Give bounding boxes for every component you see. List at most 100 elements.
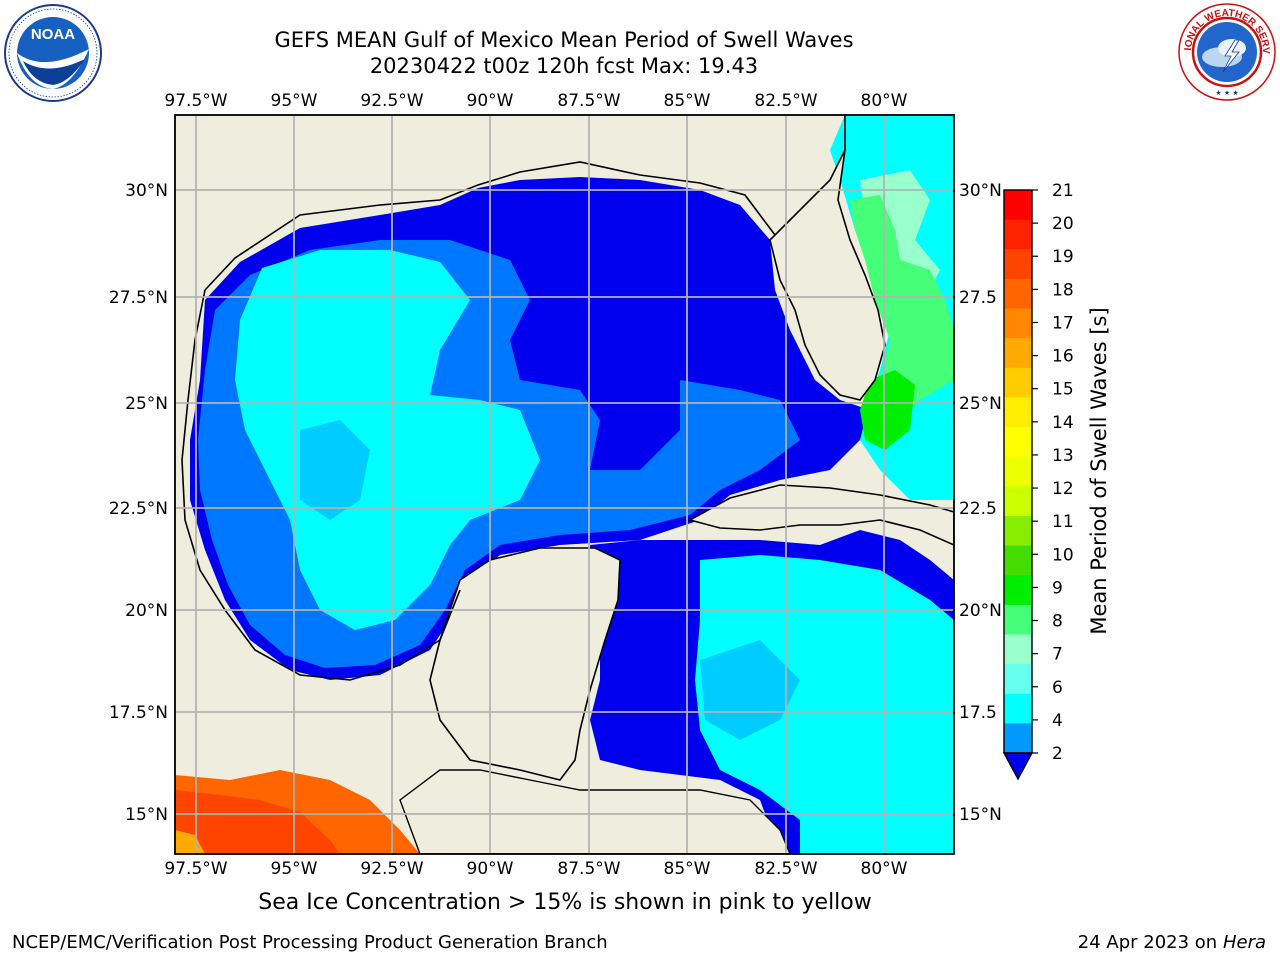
map-frame	[174, 114, 955, 855]
atlantic-green	[850, 195, 954, 440]
colorbar-swatch	[1004, 515, 1032, 547]
noaa-logo-text: NOAA	[31, 26, 75, 43]
lon-label-top: 90°W	[467, 91, 514, 111]
ice-note: Sea Ice Concentration > 15% is shown in …	[258, 890, 872, 915]
lat-label-right: 27.5	[959, 288, 997, 308]
nws-logo: NATIONAL WEATHER SERVICE ★ ★ ★	[1177, 2, 1276, 101]
colorbar-frame	[1003, 189, 1033, 754]
colorbar-tick-label: 6	[1052, 678, 1063, 698]
colorbar-tick-label: 19	[1052, 247, 1074, 267]
colorbar-swatch	[1004, 723, 1032, 754]
colorbar-swatch	[1004, 575, 1032, 606]
colorbar-tick-label: 13	[1052, 446, 1074, 466]
yucatan-land	[429, 547, 621, 781]
colorbar-swatch	[1004, 367, 1032, 398]
lon-label-top: 87.5°W	[557, 91, 620, 111]
colorbar-tick-label: 11	[1052, 512, 1074, 532]
lat-label-left: 17.5°N	[109, 703, 168, 723]
cuba-land	[687, 484, 954, 546]
colorbar-swatch	[1004, 278, 1032, 310]
colorbar-swatch	[1004, 427, 1032, 458]
lat-label-right: 20°N	[959, 601, 1002, 621]
colorbar-label: Mean Period of Swell Waves [s]	[1087, 307, 1111, 634]
lon-label-bottom: 87.5°W	[557, 859, 620, 879]
colorbar-tick-label: 20	[1052, 214, 1074, 234]
lon-label-top: 95°W	[271, 91, 318, 111]
florida-land	[769, 115, 886, 401]
footer-date: 24 Apr 2023 on Hera	[1078, 932, 1266, 953]
caribbean-cyan	[695, 555, 954, 854]
colorbar-tick-label: 7	[1052, 645, 1063, 665]
colorbar-tick-label: 8	[1052, 612, 1063, 632]
lon-label-top: 82.5°W	[754, 91, 817, 111]
colorbar-tick-label: 21	[1052, 181, 1074, 201]
chart-title: GEFS MEAN Gulf of Mexico Mean Period of …	[274, 28, 854, 52]
footer-date-text: 24 Apr 2023 on	[1077, 932, 1218, 953]
colorbar-swatch	[1004, 219, 1032, 250]
colorbar-tick-label: 9	[1052, 578, 1063, 598]
lon-label-top: 92.5°W	[360, 91, 423, 111]
lon-label-bottom: 92.5°W	[360, 859, 423, 879]
atlantic-bright-green	[860, 370, 915, 450]
lat-label-right: 15°N	[959, 805, 1002, 825]
lon-label-bottom: 82.5°W	[754, 859, 817, 879]
footer-host: Hera	[1222, 932, 1266, 953]
lat-label-right: 25°N	[959, 394, 1002, 414]
colorbar-swatch	[1004, 604, 1032, 635]
lat-label-left: 30°N	[125, 181, 168, 201]
colorbar-swatch	[1004, 486, 1032, 517]
colorbar-swatch	[1004, 397, 1032, 428]
colorbar-swatch	[1004, 634, 1032, 665]
lat-label-left: 22.5°N	[109, 499, 168, 519]
lat-labels-left: 30°N 27.5°N 25°N 22.5°N 20°N 17.5°N 15°N	[109, 181, 168, 825]
colorbar-tick-label: 17	[1052, 313, 1074, 333]
colorbar-tick-label: 15	[1052, 380, 1074, 400]
lon-label-bottom: 85°W	[664, 859, 711, 879]
central-america-land	[399, 769, 791, 854]
lon-labels-bottom: 97.5°W 95°W 92.5°W 90°W 87.5°W 85°W 82.5…	[164, 859, 907, 879]
colorbar-tick-label: 12	[1052, 479, 1074, 499]
colorbar: 21 20 19 18 17 16 15 14 13 12 11 10 9 8 7 6 4 2	[1002, 181, 1074, 781]
lon-label-bottom: 80°W	[861, 859, 908, 879]
colorbar-tick-label: 2	[1052, 744, 1063, 764]
colorbar-swatch	[1004, 338, 1032, 369]
lon-label-bottom: 95°W	[271, 859, 318, 879]
colorbar-tick-label: 16	[1052, 347, 1074, 367]
colorbar-swatch	[1004, 693, 1032, 724]
map-area	[175, 115, 954, 854]
footer-credit: NCEP/EMC/Verification Post Processing Pr…	[12, 932, 608, 953]
lat-label-left: 20°N	[125, 601, 168, 621]
lat-label-left: 27.5°N	[109, 288, 168, 308]
chart-subtitle: 20230422 t00z 120h fcst Max: 19.43	[369, 54, 759, 78]
pacific-red	[175, 790, 340, 854]
colorbar-tick-label: 10	[1052, 545, 1074, 565]
lat-label-right: 30°N	[959, 181, 1002, 201]
lat-labels-right: 30°N 27.5 25°N 22.5 20°N 17.5 15°N	[959, 181, 1002, 825]
lon-label-top: 80°W	[861, 91, 908, 111]
colorbar-tick-label: 4	[1052, 711, 1063, 731]
svg-text:★ ★ ★: ★ ★ ★	[1215, 89, 1238, 97]
colorbar-extension	[1002, 752, 1034, 781]
lon-label-bottom: 97.5°W	[164, 859, 227, 879]
colorbar-tick-label: 14	[1052, 413, 1074, 433]
lat-label-right: 22.5	[959, 499, 997, 519]
gulf-coastline	[204, 161, 776, 291]
noaa-logo: NOAA	[4, 4, 102, 102]
colorbar-swatch	[1004, 664, 1032, 695]
lon-label-top: 85°W	[664, 91, 711, 111]
caribbean-light-blue	[700, 640, 800, 740]
colorbar-swatch	[1004, 456, 1032, 487]
colorbar-swatch	[1004, 545, 1032, 576]
colorbar-swatch	[1004, 308, 1032, 339]
lat-label-left: 15°N	[125, 805, 168, 825]
lon-labels-top: 97.5°W 95°W 92.5°W 90°W 87.5°W 85°W 82.5…	[164, 91, 907, 111]
pacific-orange	[175, 830, 205, 854]
colorbar-tick-label: 18	[1052, 280, 1074, 300]
gulf-cyan-core	[235, 250, 540, 630]
lon-label-top: 97.5°W	[164, 91, 227, 111]
lat-label-left: 25°N	[125, 394, 168, 414]
gulf-light-blue-patch	[300, 420, 370, 520]
colorbar-swatch	[1004, 190, 1032, 221]
lat-label-right: 17.5	[959, 703, 997, 723]
